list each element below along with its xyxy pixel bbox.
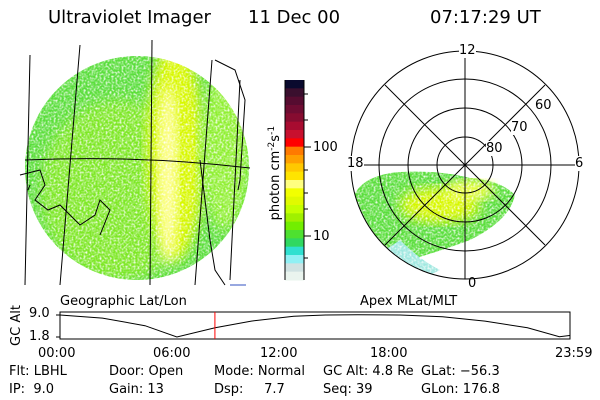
altitude-axis-ticks — [56, 314, 60, 338]
colorbar — [285, 80, 304, 281]
colorbar-band — [285, 130, 304, 139]
colorbar-band — [285, 205, 304, 214]
colorbar-band — [285, 113, 304, 123]
colorbar-band — [285, 196, 304, 206]
colorbar-band — [285, 180, 304, 189]
altitude-line — [59, 314, 570, 338]
polar-grid — [350, 50, 580, 280]
xtick-2359: 23:59 — [555, 346, 593, 361]
xtick-1200: 12:00 — [260, 346, 298, 361]
colorbar-band — [285, 171, 304, 181]
colorbar-band — [285, 230, 304, 239]
colorbar-band — [285, 213, 304, 223]
xtick-0600: 06:00 — [153, 346, 191, 361]
altitude-plot-frame — [59, 311, 571, 340]
apex-label: Apex MLat/MLT — [360, 294, 458, 309]
colorbar-band — [285, 105, 304, 114]
mlt-label-6: 6 — [575, 156, 584, 171]
seq-info: Seq: 39 — [323, 382, 373, 397]
instrument-title: Ultraviolet Imager — [48, 7, 211, 28]
colorbar-band — [285, 96, 304, 106]
filter-info: Flt: LBHL — [9, 364, 67, 379]
gc-alt-info: GC Alt: 4.8 Re — [323, 364, 414, 379]
colorbar-tick-10: 10 — [313, 229, 330, 244]
dsp-info: Dsp: 7.7 — [214, 382, 285, 397]
colorbar-band — [285, 146, 304, 156]
time-label: 07:17:29 UT — [430, 7, 541, 28]
ytick-1-8: 1.8 — [29, 329, 50, 344]
colorbar-band — [285, 271, 304, 281]
gain-info: Gain: 13 — [109, 382, 164, 397]
mlat-label-80: 80 — [486, 141, 503, 156]
xtick-1800: 18:00 — [370, 346, 408, 361]
colorbar-band — [285, 138, 304, 148]
colorbar-tick-100: 100 — [313, 140, 338, 155]
colorbar-band — [285, 246, 304, 256]
colorbar-band — [285, 88, 304, 98]
mlat-label-70: 70 — [511, 120, 528, 135]
glon-info: GLon: 176.8 — [421, 382, 501, 397]
geographic-grid — [19, 39, 251, 286]
mlt-label-18: 18 — [347, 156, 364, 171]
colorbar-band — [285, 221, 304, 231]
date-label: 11 Dec 00 — [248, 7, 341, 28]
mode-info: Mode: Normal — [214, 364, 305, 379]
altitude-plot — [59, 312, 570, 339]
polar-image — [352, 171, 515, 275]
geographic-label: Geographic Lat/Lon — [60, 294, 187, 309]
ip-info: IP: 9.0 — [9, 382, 54, 397]
colorbar-ticks — [284, 80, 311, 280]
colorbar-band — [285, 163, 304, 173]
geographic-image — [25, 56, 249, 280]
mlt-label-12: 12 — [459, 43, 476, 58]
colorbar-band — [285, 80, 304, 89]
mlt-label-0: 0 — [468, 276, 477, 291]
door-info: Door: Open — [109, 364, 184, 379]
colorbar-band — [285, 238, 304, 248]
glat-info: GLat: −56.3 — [421, 364, 500, 379]
colorbar-band — [285, 188, 304, 198]
altitude-ylabel: GC Alt — [8, 305, 24, 346]
colorbar-band — [285, 263, 304, 273]
xtick-0000: 00:00 — [38, 346, 76, 361]
mlat-label-60: 60 — [535, 98, 552, 113]
colorbar-label: photon cm-2s-1 — [266, 125, 284, 221]
colorbar-band — [285, 121, 304, 131]
colorbar-band — [285, 255, 304, 264]
ytick-9: 9.0 — [29, 306, 50, 321]
colorbar-band — [285, 155, 304, 164]
